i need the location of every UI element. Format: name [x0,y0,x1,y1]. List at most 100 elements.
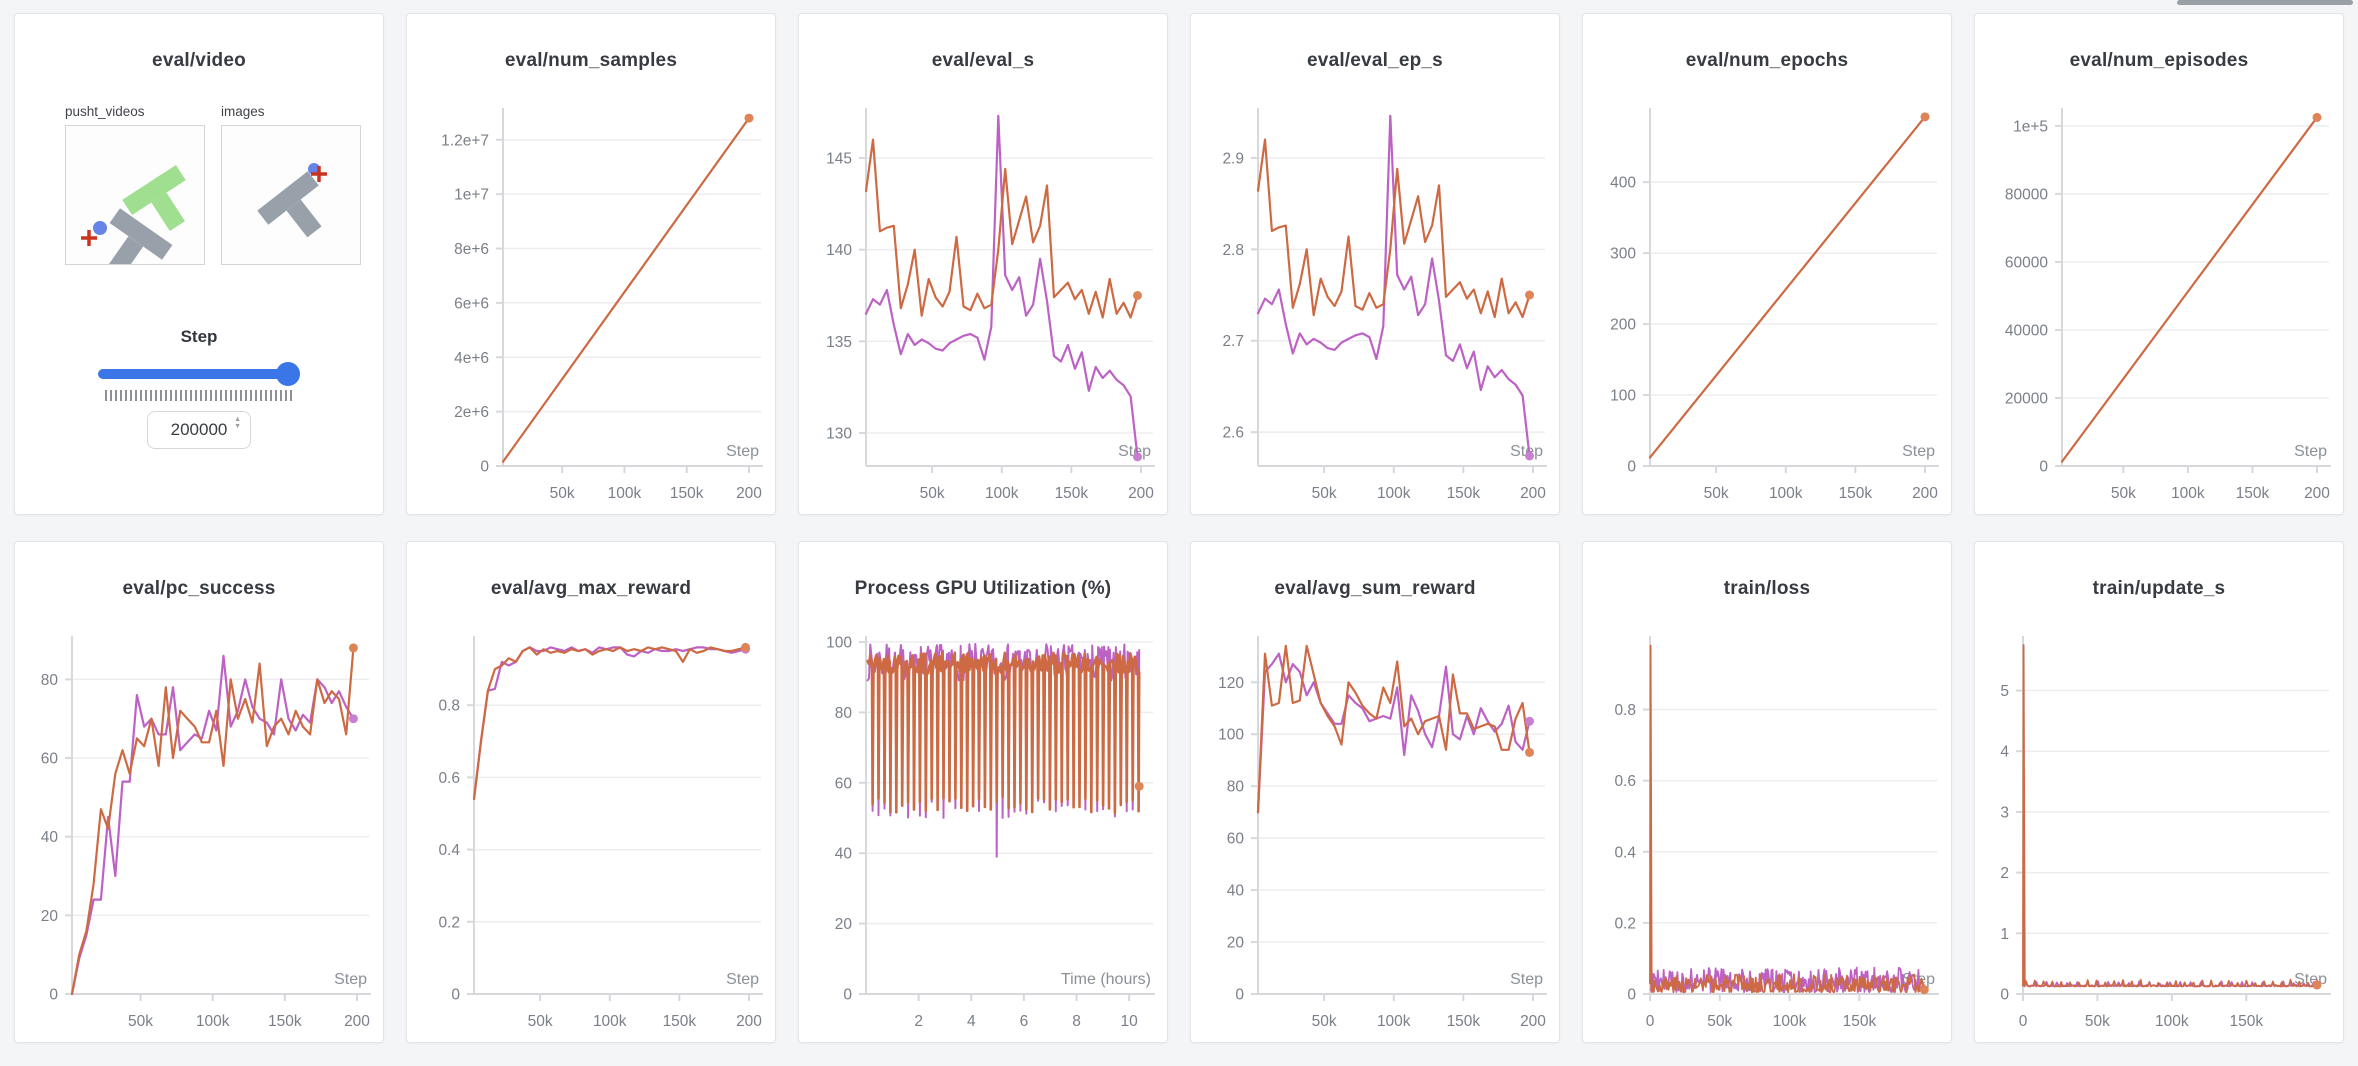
eval-eval-ep-s-plot[interactable]: 2.6 2.7 2.8 2.9 50k 100k 150k 200 Step [1191,78,1559,510]
x-tick-label: 200 [1520,1013,1546,1030]
step-slider-label: Step [180,327,218,346]
x-tick-label: 150k [1843,1013,1877,1030]
step-stepper[interactable]: ▲ ▼ [234,416,241,430]
step-slider[interactable] [98,361,300,387]
panel-title: eval/eval_s [931,50,1035,71]
y-tick-label: 0.8 [1614,702,1636,719]
panel-title: eval/pc_success [122,578,276,599]
panel-title: eval/avg_sum_reward [1274,578,1476,599]
y-tick-label: 5 [2000,683,2009,700]
y-tick-label: 2e+6 [454,404,489,421]
eval-avg-max-reward-plot[interactable]: 0 0.2 0.4 0.6 0.8 50k 100k 150k 200 Step [407,606,775,1038]
pusht-target-cross [311,166,327,182]
horizontal-scrollbar-thumb[interactable] [2177,0,2353,5]
run-orange-end-point [744,113,754,123]
y-tick-label: 1 [2000,926,2009,943]
x-tick-label: 50k [550,485,575,502]
x-axis-title: Step [1902,443,1935,460]
images-scene-image [257,163,327,238]
y-tick-label: 135 [826,334,852,351]
panel-eval-num-episodes: eval/num_episodes 0 20000 40000 60000 80000 1… [1974,13,2344,515]
x-tick-label: 50k [1312,485,1337,502]
run-orange-end-point [1919,985,1929,995]
run-orange-end-point [2312,980,2322,990]
x-tick-label: 50k [2111,485,2136,502]
train-loss-run-orange-line [1649,644,1926,994]
x-tick-label: 100k [608,485,642,502]
x-tick-label: 200 [1128,485,1154,502]
eval-eval-ep-s-run-orange-line [1256,138,1531,319]
x-tick-label: 200 [2304,485,2330,502]
eval-pc-success-run-orange-line [70,646,355,996]
y-tick-label: 2 [2000,865,2009,882]
eval-eval-s-plot[interactable]: 130 135 140 145 50k 100k 150k 200 Step [799,78,1167,510]
eval-eval-s-run-orange-line [864,138,1139,319]
run-orange-end-point [348,643,358,653]
eval-num-episodes-run-orange-line [2060,116,2319,463]
y-tick-label: 0 [49,987,58,1004]
run-purple-end-point [1133,452,1143,462]
y-tick-label: 0.2 [438,914,460,931]
eval-avg-sum-reward-plot[interactable]: 0 20 40 60 80 100 120 50k 100k 150k 200 Step [1191,606,1559,1038]
step-value-input[interactable]: 200000 ▲ ▼ [147,411,251,449]
pusht-object-tee [108,208,173,275]
train-loss-run-purple-line [1650,966,1926,994]
x-tick-label: 200 [736,485,762,502]
eval-num-samples-plot[interactable]: 0 2e+6 4e+6 6e+6 8e+6 1e+7 1.2e+7 50k 100k 150k 20… [407,78,775,510]
eval-avg-sum-reward-run-purple-line [1256,652,1531,814]
run-orange-end-point [1134,781,1144,791]
y-tick-label: 130 [826,426,852,443]
pusht-agent-dot [308,163,320,175]
images-thumbnail[interactable] [221,125,361,265]
y-tick-label: 100 [1610,388,1636,405]
x-tick-label: 50k [1707,1013,1732,1030]
x-tick-label: 150k [663,1013,697,1030]
run-orange-end-point [1133,291,1143,300]
x-tick-label: 150k [2229,1013,2263,1030]
eval-avg-sum-reward-run-orange-line [1256,644,1531,814]
x-tick-label: 150k [670,485,704,502]
eval-pc-success-plot[interactable]: 0 20 40 60 80 50k 100k 150k 200 Step [15,606,383,1038]
pusht-video-thumbnail[interactable] [65,125,205,275]
panel-title: eval/eval_ep_s [1307,50,1443,71]
y-tick-label: 60 [1227,831,1245,848]
run-orange-end-point [1920,112,1930,122]
x-tick-label: 0 [2019,1013,2028,1030]
eval-num-epochs-plot[interactable]: 0 100 200 300 400 50k 100k 150k 200 Step [1583,78,1951,510]
y-tick-label: 60 [835,775,853,792]
y-tick-label: 40 [835,846,853,863]
x-tick-label: 100k [2171,485,2205,502]
y-tick-label: 0 [843,987,852,1004]
step-decrement-icon[interactable]: ▼ [234,423,241,430]
y-tick-label: 145 [826,151,852,168]
eval-num-episodes-plot[interactable]: 0 20000 40000 60000 80000 1e+5 50k 100k 150k 200 S… [1975,78,2343,510]
y-tick-label: 40 [41,829,59,846]
y-tick-label: 2.9 [1222,150,1244,167]
step-slider-track[interactable] [98,369,300,379]
x-axis-title: Step [1510,443,1543,460]
media-thumbnails [65,125,383,275]
y-tick-label: 3 [2000,804,2009,821]
y-tick-label: 0 [1627,459,1636,476]
y-tick-label: 100 [1218,727,1244,744]
x-tick-label: 200 [1520,485,1546,502]
y-tick-label: 60 [41,751,59,768]
x-tick-label: 200 [1912,485,1938,502]
step-slider-handle[interactable] [276,362,300,386]
y-tick-label: 80 [1227,779,1245,796]
train-update-s-run-orange-line [2022,644,2318,988]
x-tick-label: 10 [1121,1013,1139,1030]
x-axis-title: Step [2294,443,2327,460]
pusht-scene-image [81,165,186,275]
process-gpu-utilization-plot[interactable]: 0 20 40 60 80 100 2 4 6 8 10 Time (hours) [799,606,1167,1038]
y-tick-label: 0.4 [1614,844,1636,861]
x-tick-label: 100k [1377,1013,1411,1030]
step-slider-tickmarks [105,390,293,401]
y-tick-label: 0 [1627,987,1636,1004]
y-tick-label: 2.8 [1222,242,1244,259]
media-labels: pusht_videos images [65,104,383,119]
x-axis-title: Time (hours) [1061,971,1151,988]
step-increment-icon[interactable]: ▲ [234,416,241,423]
